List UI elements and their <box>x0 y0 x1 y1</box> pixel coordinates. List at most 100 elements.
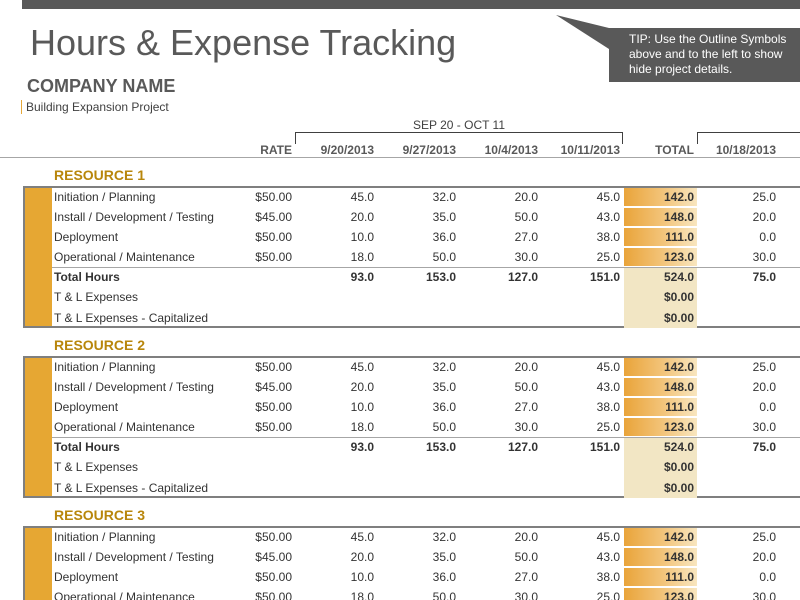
company-name[interactable]: COMPANY NAME <box>27 76 176 96</box>
rate-cell[interactable]: $50.00 <box>255 420 292 434</box>
next-total-hours-cell[interactable]: 75.0 <box>752 270 776 284</box>
next-hours-cell[interactable]: 0.0 <box>759 230 776 244</box>
hours-cell[interactable]: 50.0 <box>514 210 538 224</box>
hours-cell[interactable]: 43.0 <box>596 210 620 224</box>
task-label[interactable]: Operational / Maintenance <box>54 420 195 434</box>
rate-cell[interactable]: $45.00 <box>255 550 292 564</box>
hours-cell[interactable]: 32.0 <box>432 360 456 374</box>
hours-cell[interactable]: 45.0 <box>596 190 620 204</box>
total-hours-cell[interactable]: 127.0 <box>507 270 538 284</box>
next-hours-cell[interactable]: 30.0 <box>752 590 776 600</box>
hours-cell[interactable]: 10.0 <box>350 230 374 244</box>
task-label[interactable]: Install / Development / Testing <box>54 550 214 564</box>
total-hours-sum[interactable]: 524.0 <box>663 440 694 454</box>
total-cell[interactable]: 142.0 <box>663 360 694 374</box>
hours-cell[interactable]: 30.0 <box>514 590 538 600</box>
total-hours-cell[interactable]: 151.0 <box>589 270 620 284</box>
hours-cell[interactable]: 20.0 <box>350 210 374 224</box>
next-hours-cell[interactable]: 25.0 <box>752 190 776 204</box>
total-hours-sum[interactable]: 524.0 <box>663 270 694 284</box>
expenses-capitalized-label[interactable]: T & L Expenses - Capitalized <box>54 311 209 325</box>
hours-cell[interactable]: 32.0 <box>432 190 456 204</box>
hours-cell[interactable]: 18.0 <box>350 420 374 434</box>
hours-cell[interactable]: 50.0 <box>432 590 456 600</box>
expenses-capitalized-label[interactable]: T & L Expenses - Capitalized <box>54 481 209 495</box>
total-cell[interactable]: 123.0 <box>663 250 694 264</box>
total-hours-cell[interactable]: 151.0 <box>589 440 620 454</box>
hours-cell[interactable]: 20.0 <box>350 380 374 394</box>
total-hours-cell[interactable]: 93.0 <box>350 440 374 454</box>
col-header-date-4[interactable]: 10/11/2013 <box>560 143 620 157</box>
hours-cell[interactable]: 18.0 <box>350 250 374 264</box>
task-label[interactable]: Deployment <box>54 570 119 584</box>
expenses-label[interactable]: T & L Expenses <box>54 290 139 304</box>
rate-cell[interactable]: $50.00 <box>255 590 292 600</box>
rate-cell[interactable]: $45.00 <box>255 210 292 224</box>
expenses-label[interactable]: T & L Expenses <box>54 460 139 474</box>
rate-cell[interactable]: $50.00 <box>255 230 292 244</box>
total-hours-label[interactable]: Total Hours <box>54 270 120 284</box>
hours-cell[interactable]: 45.0 <box>350 530 374 544</box>
next-hours-cell[interactable]: 0.0 <box>759 400 776 414</box>
resource-title[interactable]: RESOURCE 3 <box>54 507 146 523</box>
expenses-total[interactable]: $0.00 <box>663 290 694 304</box>
expenses-capitalized-total[interactable]: $0.00 <box>663 481 694 495</box>
task-label[interactable]: Deployment <box>54 230 119 244</box>
hours-cell[interactable]: 27.0 <box>514 400 538 414</box>
next-hours-cell[interactable]: 25.0 <box>752 530 776 544</box>
task-label[interactable]: Initiation / Planning <box>54 530 156 544</box>
col-header-date-1[interactable]: 9/20/2013 <box>320 143 374 157</box>
rate-cell[interactable]: $50.00 <box>255 530 292 544</box>
rate-cell[interactable]: $50.00 <box>255 360 292 374</box>
col-header-next-date[interactable]: 10/18/2013 <box>715 143 776 157</box>
task-label[interactable]: Deployment <box>54 400 119 414</box>
hours-cell[interactable]: 50.0 <box>514 550 538 564</box>
hours-cell[interactable]: 38.0 <box>596 400 620 414</box>
total-cell[interactable]: 111.0 <box>665 570 694 584</box>
hours-cell[interactable]: 43.0 <box>596 380 620 394</box>
rate-cell[interactable]: $50.00 <box>255 570 292 584</box>
resource-title[interactable]: RESOURCE 1 <box>54 167 146 183</box>
task-label[interactable]: Install / Development / Testing <box>54 210 214 224</box>
hours-cell[interactable]: 43.0 <box>596 550 620 564</box>
next-hours-cell[interactable]: 20.0 <box>752 380 776 394</box>
hours-cell[interactable]: 50.0 <box>432 250 456 264</box>
hours-cell[interactable]: 50.0 <box>514 380 538 394</box>
next-hours-cell[interactable]: 30.0 <box>752 250 776 264</box>
total-cell[interactable]: 123.0 <box>663 420 694 434</box>
hours-cell[interactable]: 36.0 <box>432 400 456 414</box>
hours-cell[interactable]: 45.0 <box>596 360 620 374</box>
total-cell[interactable]: 142.0 <box>663 190 694 204</box>
expenses-total[interactable]: $0.00 <box>663 460 694 474</box>
hours-cell[interactable]: 18.0 <box>350 590 374 600</box>
next-hours-cell[interactable]: 25.0 <box>752 360 776 374</box>
hours-cell[interactable]: 35.0 <box>432 550 456 564</box>
hours-cell[interactable]: 30.0 <box>514 420 538 434</box>
col-header-date-2[interactable]: 9/27/2013 <box>402 143 456 157</box>
rate-cell[interactable]: $50.00 <box>255 400 292 414</box>
hours-cell[interactable]: 32.0 <box>432 530 456 544</box>
hours-cell[interactable]: 50.0 <box>432 420 456 434</box>
hours-cell[interactable]: 20.0 <box>514 360 538 374</box>
rate-cell[interactable]: $45.00 <box>255 380 292 394</box>
hours-cell[interactable]: 10.0 <box>350 570 374 584</box>
total-cell[interactable]: 148.0 <box>663 210 694 224</box>
total-cell[interactable]: 148.0 <box>663 380 694 394</box>
project-name[interactable]: Building Expansion Project <box>21 100 169 114</box>
total-cell[interactable]: 111.0 <box>665 230 694 244</box>
total-hours-cell[interactable]: 93.0 <box>350 270 374 284</box>
rate-cell[interactable]: $50.00 <box>255 250 292 264</box>
next-hours-cell[interactable]: 20.0 <box>752 210 776 224</box>
total-hours-cell[interactable]: 153.0 <box>425 440 456 454</box>
next-hours-cell[interactable]: 20.0 <box>752 550 776 564</box>
total-hours-cell[interactable]: 127.0 <box>507 440 538 454</box>
total-cell[interactable]: 148.0 <box>663 550 694 564</box>
col-header-total[interactable]: TOTAL <box>655 143 694 157</box>
total-hours-cell[interactable]: 153.0 <box>425 270 456 284</box>
task-label[interactable]: Initiation / Planning <box>54 190 156 204</box>
hours-cell[interactable]: 38.0 <box>596 570 620 584</box>
rate-cell[interactable]: $50.00 <box>255 190 292 204</box>
hours-cell[interactable]: 36.0 <box>432 570 456 584</box>
total-cell[interactable]: 123.0 <box>663 590 694 600</box>
task-label[interactable]: Operational / Maintenance <box>54 590 195 600</box>
